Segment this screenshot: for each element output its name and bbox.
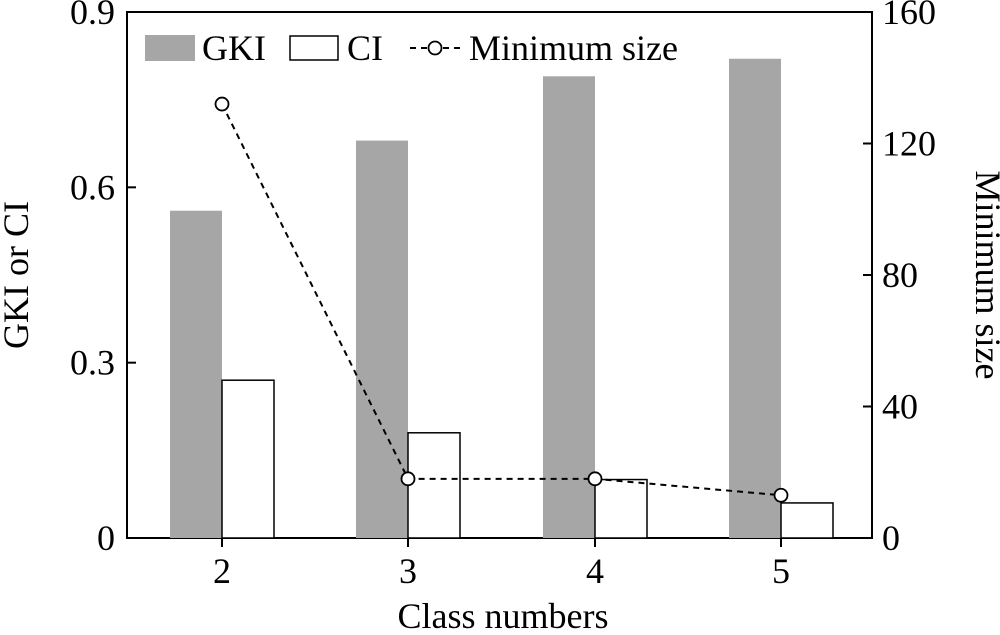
x-tick-label-4: 4	[586, 551, 604, 591]
bar-ci-2	[221, 379, 275, 539]
bar-gki-5	[729, 58, 781, 538]
y-left-tick-label-0.6: 0.6	[70, 167, 115, 207]
bar-gki-2	[170, 210, 222, 538]
y-left-tick-label-0.3: 0.3	[70, 343, 115, 383]
bar-ci-3	[407, 432, 461, 539]
bar-ci-5	[780, 502, 834, 539]
x-tick-label-5: 5	[772, 551, 790, 591]
y-left-tick-label-0.9: 0.9	[70, 0, 115, 32]
legend-label-ci: CI	[347, 28, 383, 68]
y-right-tick-label-160: 160	[882, 0, 936, 32]
y-left-tick-label-0: 0	[97, 518, 115, 558]
point-minimum-size-2	[214, 96, 230, 112]
y-right-tick-label-0: 0	[882, 518, 900, 558]
y-axis-left-title: GKI or CI	[0, 201, 36, 349]
legend-swatch-ci	[289, 35, 339, 61]
legend-swatch-gki	[145, 35, 195, 61]
x-axis-title: Class numbers	[398, 596, 609, 635]
line-minimum-size	[221, 103, 782, 497]
line-layer	[214, 96, 789, 503]
bar-ci-4	[594, 478, 648, 539]
point-minimum-size-5	[773, 487, 789, 503]
point-minimum-size-3	[400, 471, 416, 487]
bar-gki-3	[356, 140, 408, 539]
bar-gki-4	[543, 76, 595, 539]
legend-label-gki: GKI	[202, 28, 266, 68]
y-axis-right-title: Minimum size	[968, 171, 1000, 380]
legend-swatch-minimum-size-marker	[427, 40, 443, 56]
bars-layer	[170, 58, 834, 539]
legend: GKI CI Minimum size	[145, 28, 678, 68]
axes-layer: 0 0.3 0.6 0.9 0 40 80 120 160 2 3 4 5	[70, 0, 936, 591]
point-minimum-size-4	[587, 471, 603, 487]
y-right-tick-label-120: 120	[882, 124, 936, 164]
legend-label-minimum-size: Minimum size	[469, 28, 678, 68]
x-tick-label-3: 3	[399, 551, 417, 591]
y-right-tick-label-40: 40	[882, 387, 918, 427]
x-tick-label-2: 2	[213, 551, 231, 591]
y-right-tick-label-80: 80	[882, 255, 918, 295]
